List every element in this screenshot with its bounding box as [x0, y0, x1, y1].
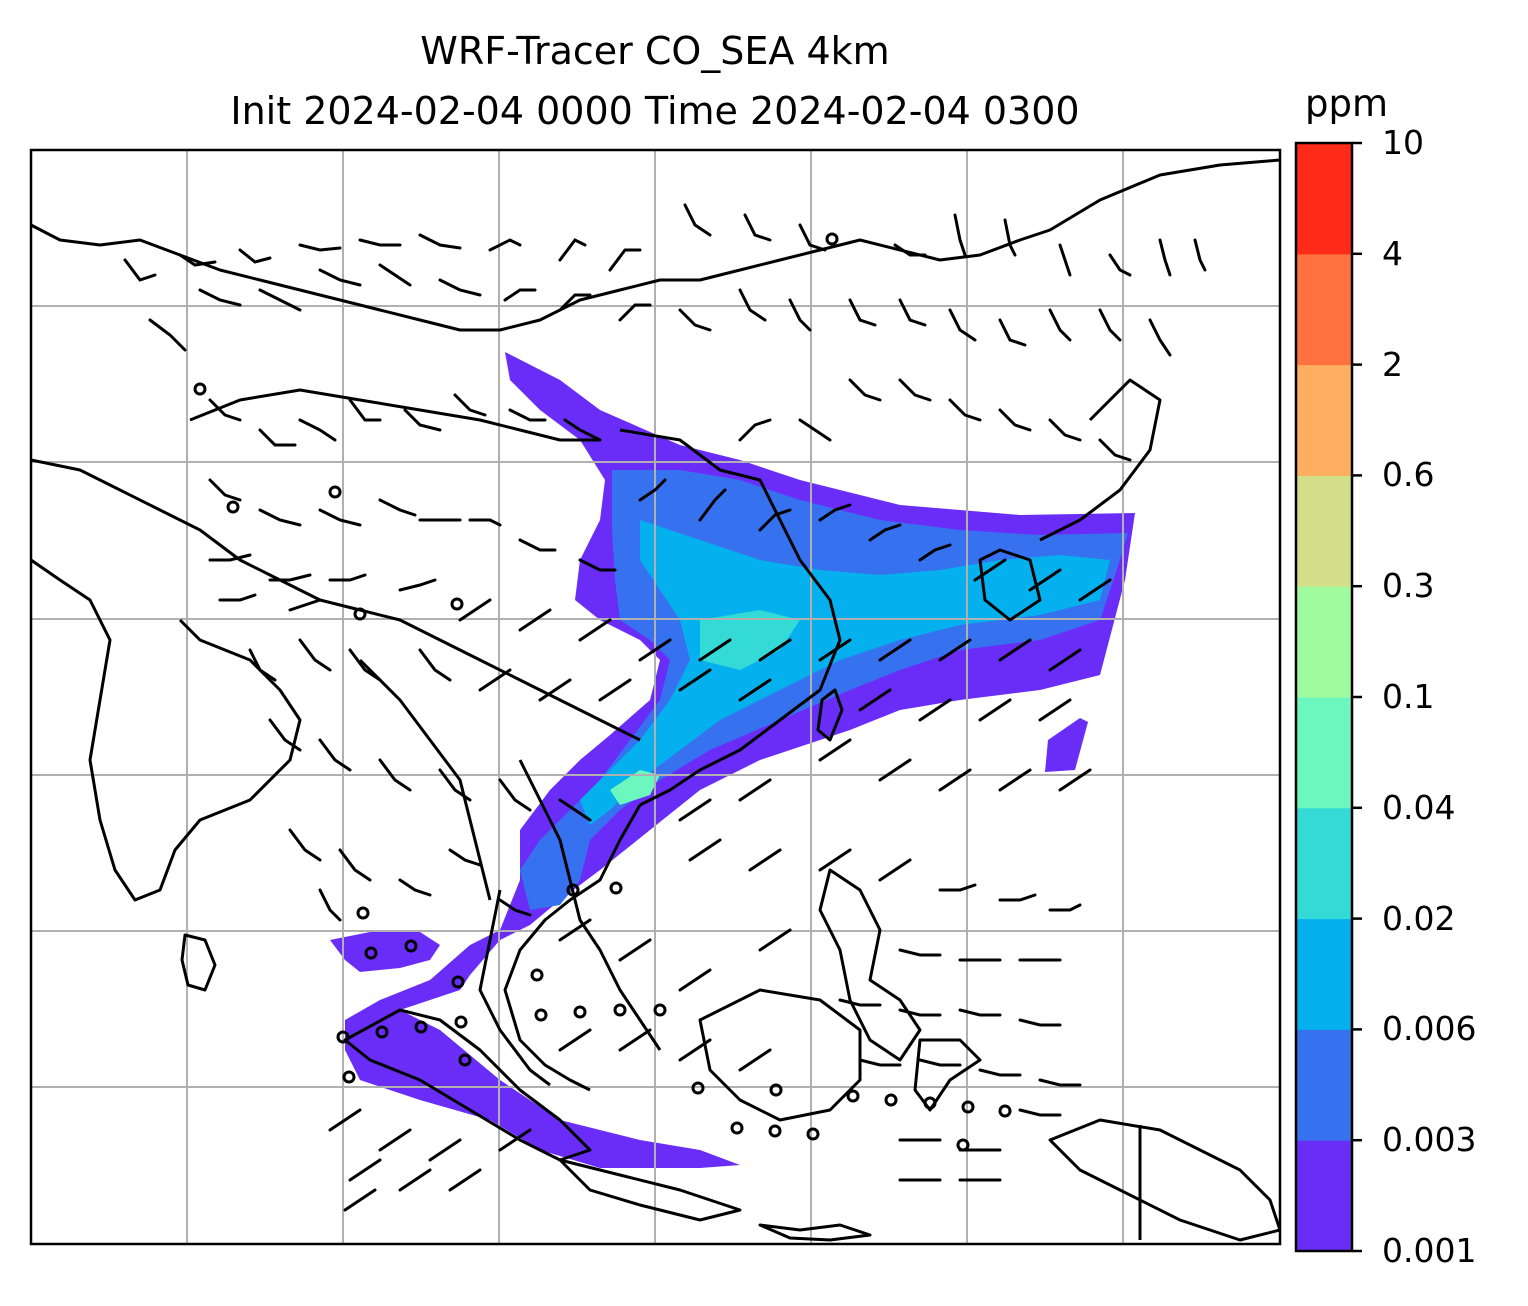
tibet-border [189, 388, 600, 442]
sri-lanka [180, 933, 217, 992]
coastlines [31, 158, 1280, 1242]
sumatra [343, 1008, 592, 1162]
borneo [698, 988, 862, 1122]
colorbar-tick-label: 4 [1382, 233, 1403, 273]
china-coast [619, 428, 842, 807]
colorbar-tick-label: 0.001 [1382, 1231, 1477, 1270]
map-title: WRF-Tracer CO_SEA 4km [420, 29, 890, 73]
colorbar-segment [1296, 586, 1352, 698]
colorbar-segment [1296, 1140, 1352, 1252]
india-coastline [31, 558, 302, 902]
colorbar-segment [1296, 697, 1352, 809]
colorbar-tick-label: 0.3 [1382, 566, 1435, 606]
gridlines [31, 150, 1280, 1244]
colorbar-segment [1296, 143, 1352, 255]
java [558, 1158, 742, 1222]
colorbar-segment [1296, 918, 1352, 1030]
colorbar-tick-label: 0.1 [1382, 677, 1435, 716]
map-area [31, 150, 1280, 1244]
colorbar-tick-label: 2 [1382, 344, 1403, 384]
plume-level-4 [700, 610, 800, 670]
korea-japan [978, 548, 1042, 622]
colorbar-tick-label: 0.006 [1382, 1009, 1477, 1049]
colorbar-segment [1296, 807, 1352, 920]
malay-peninsula [478, 889, 551, 1087]
colorbar-tick-label: 0.04 [1382, 787, 1456, 827]
colorbar-segment [1296, 475, 1352, 587]
colorbar-segment [1296, 1029, 1352, 1141]
timor [758, 1223, 872, 1242]
calm-wind-markers [193, 232, 1012, 1152]
map-frame [29, 148, 1282, 1246]
russia-coast [1049, 158, 1280, 232]
mekong-border [518, 759, 662, 1051]
colorbar-tick-label: 0.003 [1382, 1120, 1477, 1160]
colorbar-tick-label: 0.02 [1382, 898, 1456, 938]
sulawesi [913, 1038, 982, 1112]
plume-level-1b [330, 930, 440, 972]
taiwan [816, 688, 844, 742]
plume-level-3 [580, 520, 1110, 825]
colorbar [1296, 143, 1352, 1252]
colorbar-segment [1296, 364, 1352, 476]
new-guinea [1048, 1118, 1280, 1242]
myanmar-border [358, 658, 492, 901]
central-borders [31, 458, 641, 742]
colorbar-tick-label: 0.6 [1382, 455, 1435, 495]
colorbar-ticks [1352, 141, 1362, 1253]
wind-barbs [123, 203, 1207, 1212]
northern-borders [31, 223, 1051, 332]
plume-level-5 [610, 770, 660, 805]
colorbar-tick-label: 10 [1382, 123, 1424, 162]
indochina-coast [503, 804, 642, 1092]
colorbar-segment [1296, 253, 1352, 366]
map-subtitle: Init 2024-02-04 0000 Time 2024-02-04 030… [230, 89, 1080, 133]
philippines [818, 868, 922, 1062]
japan [1039, 378, 1162, 542]
colorbar-units: ppm [1305, 82, 1389, 125]
plume-level-1c [1045, 718, 1088, 772]
